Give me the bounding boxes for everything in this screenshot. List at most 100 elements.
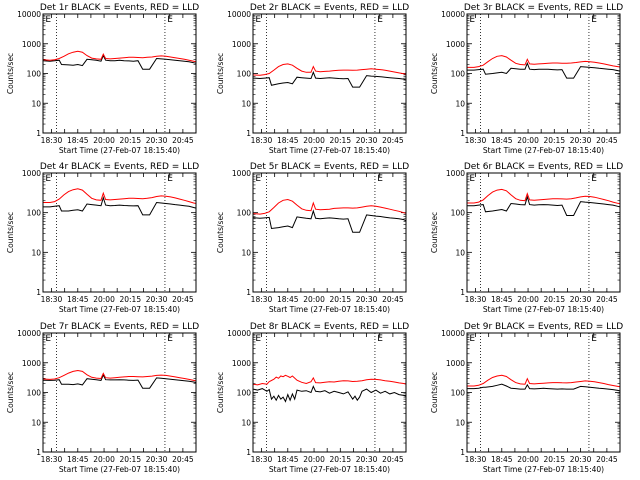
x-tick-label: 18:30 bbox=[465, 136, 487, 145]
event-marker-label: E bbox=[45, 334, 51, 344]
detector-panel: Det 7r BLACK = Events, RED = LLD 18:30 18:… bbox=[6, 322, 199, 474]
events-line bbox=[252, 385, 407, 403]
event-marker-label: E bbox=[167, 334, 173, 344]
x-tick-label: 20:30 bbox=[146, 455, 168, 464]
panel-title: Det 3r BLACK = Events, RED = LLD bbox=[464, 3, 623, 13]
x-tick-label: 20:00 bbox=[93, 136, 115, 145]
x-tick-label: 20:45 bbox=[596, 295, 618, 304]
y-tick-label: 100 bbox=[451, 209, 466, 218]
x-tick-label: 20:00 bbox=[517, 136, 539, 145]
plot-frame bbox=[466, 172, 621, 293]
y-tick-label: 10000 bbox=[441, 10, 465, 19]
detector-panel: Det 9r BLACK = Events, RED = LLD 18:30 18:… bbox=[430, 322, 623, 474]
panel-title: Det 8r BLACK = Events, RED = LLD bbox=[250, 322, 409, 332]
x-tick-label: 18:30 bbox=[251, 136, 273, 145]
y-axis-label: Counts/sec bbox=[6, 53, 15, 94]
y-tick-label: 100 bbox=[451, 389, 466, 398]
panel-title: Det 5r BLACK = Events, RED = LLD bbox=[250, 162, 409, 172]
y-axis-label: Counts/sec bbox=[430, 212, 439, 253]
x-tick-label: 20:30 bbox=[570, 295, 592, 304]
lld-line bbox=[467, 374, 621, 388]
y-tick-label: 10000 bbox=[227, 10, 251, 19]
events-line bbox=[252, 70, 407, 88]
x-tick-label: 20:30 bbox=[570, 455, 592, 464]
detector-panel: Det 5r BLACK = Events, RED = LLD 18:30 18:… bbox=[216, 162, 409, 314]
x-tick-label: 20:30 bbox=[356, 136, 378, 145]
panel-title: Det 2r BLACK = Events, RED = LLD bbox=[250, 3, 409, 13]
event-marker-label: E bbox=[469, 174, 475, 184]
x-tick-label: 18:45 bbox=[277, 136, 299, 145]
x-axis-label: Start Time (27-Feb-07 18:15:40) bbox=[59, 465, 180, 474]
events-line bbox=[467, 383, 621, 392]
y-tick-label: 1 bbox=[246, 448, 251, 457]
y-tick-label: 1000 bbox=[232, 40, 251, 49]
lld-line bbox=[43, 188, 197, 204]
y-axis-label: Counts/sec bbox=[216, 212, 225, 253]
x-tick-label: 18:45 bbox=[277, 455, 299, 464]
x-tick-label: 20:45 bbox=[172, 136, 194, 145]
y-tick-label: 1000 bbox=[446, 359, 465, 368]
x-axis-label: Start Time (27-Feb-07 18:15:40) bbox=[483, 465, 604, 474]
plot-frame bbox=[42, 13, 197, 134]
plot-frame bbox=[466, 332, 621, 453]
y-axis-label: Counts/sec bbox=[6, 212, 15, 253]
plot-frame bbox=[252, 13, 407, 134]
lld-line bbox=[42, 369, 197, 382]
plot-frame bbox=[42, 172, 197, 293]
x-tick-label: 20:30 bbox=[146, 295, 168, 304]
x-tick-label: 18:45 bbox=[491, 136, 513, 145]
events-line bbox=[43, 195, 197, 216]
panel-title: Det 7r BLACK = Events, RED = LLD bbox=[40, 322, 199, 332]
x-tick-label: 18:45 bbox=[67, 295, 89, 304]
plot-frame bbox=[252, 172, 407, 293]
x-tick-label: 20:45 bbox=[596, 455, 618, 464]
y-tick-label: 100 bbox=[27, 389, 42, 398]
y-tick-label: 10 bbox=[241, 248, 251, 257]
y-tick-label: 10000 bbox=[17, 10, 41, 19]
x-tick-label: 18:30 bbox=[41, 136, 63, 145]
event-marker-label: E bbox=[255, 334, 261, 344]
events-line bbox=[467, 195, 621, 216]
x-tick-label: 20:30 bbox=[570, 136, 592, 145]
y-tick-label: 1000 bbox=[232, 359, 251, 368]
x-tick-label: 20:15 bbox=[119, 295, 141, 304]
y-tick-label: 10 bbox=[455, 418, 465, 427]
event-marker-label: E bbox=[469, 334, 475, 344]
detector-panel: Det 6r BLACK = Events, RED = LLD 18:30 18:… bbox=[430, 162, 623, 314]
x-tick-label: 20:45 bbox=[382, 136, 404, 145]
x-tick-label: 18:45 bbox=[491, 295, 513, 304]
y-tick-label: 10 bbox=[241, 99, 251, 108]
y-tick-label: 100 bbox=[27, 209, 42, 218]
detector-panel: Det 2r BLACK = Events, RED = LLD 18:30 18:… bbox=[216, 3, 409, 155]
y-tick-label: 1 bbox=[460, 448, 465, 457]
y-tick-label: 1000 bbox=[22, 359, 41, 368]
lld-line bbox=[42, 50, 197, 63]
event-marker-label: E bbox=[45, 15, 51, 25]
y-tick-label: 10 bbox=[455, 248, 465, 257]
y-tick-label: 1000 bbox=[232, 169, 251, 178]
events-line bbox=[42, 373, 197, 389]
x-tick-label: 20:00 bbox=[517, 455, 539, 464]
panel-title: Det 6r BLACK = Events, RED = LLD bbox=[464, 162, 623, 172]
x-tick-label: 20:45 bbox=[382, 455, 404, 464]
event-marker-label: E bbox=[377, 15, 383, 25]
x-tick-label: 18:30 bbox=[251, 295, 273, 304]
event-marker-label: E bbox=[255, 15, 261, 25]
y-tick-label: 10000 bbox=[17, 329, 41, 338]
y-axis-label: Counts/sec bbox=[430, 372, 439, 413]
panel-title: Det 4r BLACK = Events, RED = LLD bbox=[40, 162, 199, 172]
x-tick-label: 20:15 bbox=[543, 455, 565, 464]
y-axis-label: Counts/sec bbox=[216, 53, 225, 94]
y-tick-label: 1 bbox=[460, 129, 465, 138]
y-tick-label: 10 bbox=[31, 248, 41, 257]
y-axis-label: Counts/sec bbox=[216, 372, 225, 413]
lld-line bbox=[252, 374, 407, 386]
x-tick-label: 20:15 bbox=[329, 136, 351, 145]
y-axis-label: Counts/sec bbox=[6, 372, 15, 413]
x-tick-label: 20:00 bbox=[517, 295, 539, 304]
y-axis-label: Counts/sec bbox=[430, 53, 439, 94]
event-marker-label: E bbox=[377, 334, 383, 344]
lld-line bbox=[252, 198, 407, 215]
